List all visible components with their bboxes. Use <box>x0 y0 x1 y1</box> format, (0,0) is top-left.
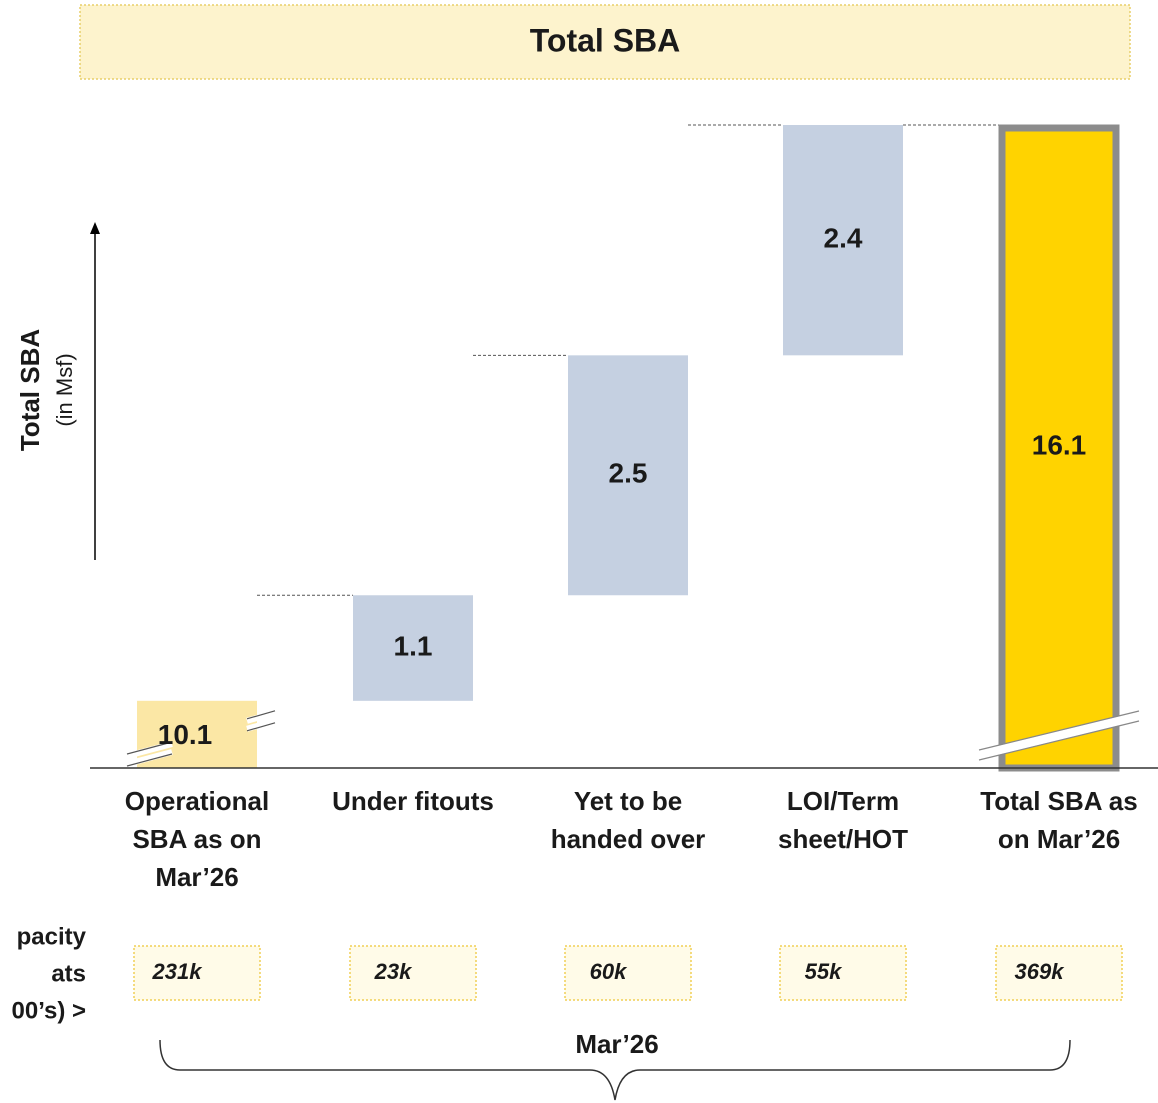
seats-box <box>779 945 907 1001</box>
category-label-box: LOI/Term sheet/HOT <box>777 786 909 854</box>
seats-label: 369k <box>1015 959 1066 984</box>
arrow-head <box>90 222 100 234</box>
seats-box <box>995 945 1123 1001</box>
category-label: Total SBA as on Mar’26 <box>980 786 1138 854</box>
category-label-box: Yet to be handed over <box>550 786 706 854</box>
row-label: 00’s) > <box>12 997 87 1024</box>
category-label-box: Operational SBA as on Mar’26 <box>124 786 270 892</box>
axis-break-line <box>126 710 276 767</box>
seats-box <box>349 945 477 1001</box>
seats-label: 60k <box>590 959 628 984</box>
row-label: ats <box>51 960 86 987</box>
axis-break-line <box>978 710 1140 761</box>
chart-title: Total SBA <box>530 22 681 58</box>
category-label-box: Under fitouts <box>332 786 494 816</box>
value-label: 1.1 <box>394 630 433 661</box>
category-label: Operational SBA as on Mar’26 <box>124 786 270 892</box>
bar <box>353 595 473 701</box>
axis-break <box>126 709 276 767</box>
seats-box <box>133 945 261 1001</box>
bar <box>783 125 903 356</box>
bar <box>568 355 688 596</box>
value-label: 16.1 <box>1032 429 1087 460</box>
row-label: pacity <box>17 923 87 950</box>
period-label: Mar’26 <box>575 1029 658 1059</box>
seats-box <box>564 945 692 1001</box>
axis-break <box>977 711 1141 760</box>
title-box <box>79 4 1131 80</box>
category-label: LOI/Term sheet/HOT <box>777 786 909 854</box>
y-axis-label: Total SBA <box>15 329 45 452</box>
category-label: Under fitouts <box>332 786 494 816</box>
seats-label: 23k <box>374 959 413 984</box>
seats-label: 55k <box>805 959 843 984</box>
value-label: 2.5 <box>609 458 648 489</box>
bar <box>998 124 1120 772</box>
seats-label: 231k <box>152 959 204 984</box>
brace <box>159 1039 1071 1101</box>
value-label: 2.4 <box>824 223 863 254</box>
category-label: Yet to be handed over <box>550 786 706 854</box>
value-label: 10.1 <box>158 719 213 750</box>
category-label-box: Total SBA as on Mar’26 <box>980 786 1138 854</box>
y-axis-unit: (in Msf) <box>52 353 77 426</box>
